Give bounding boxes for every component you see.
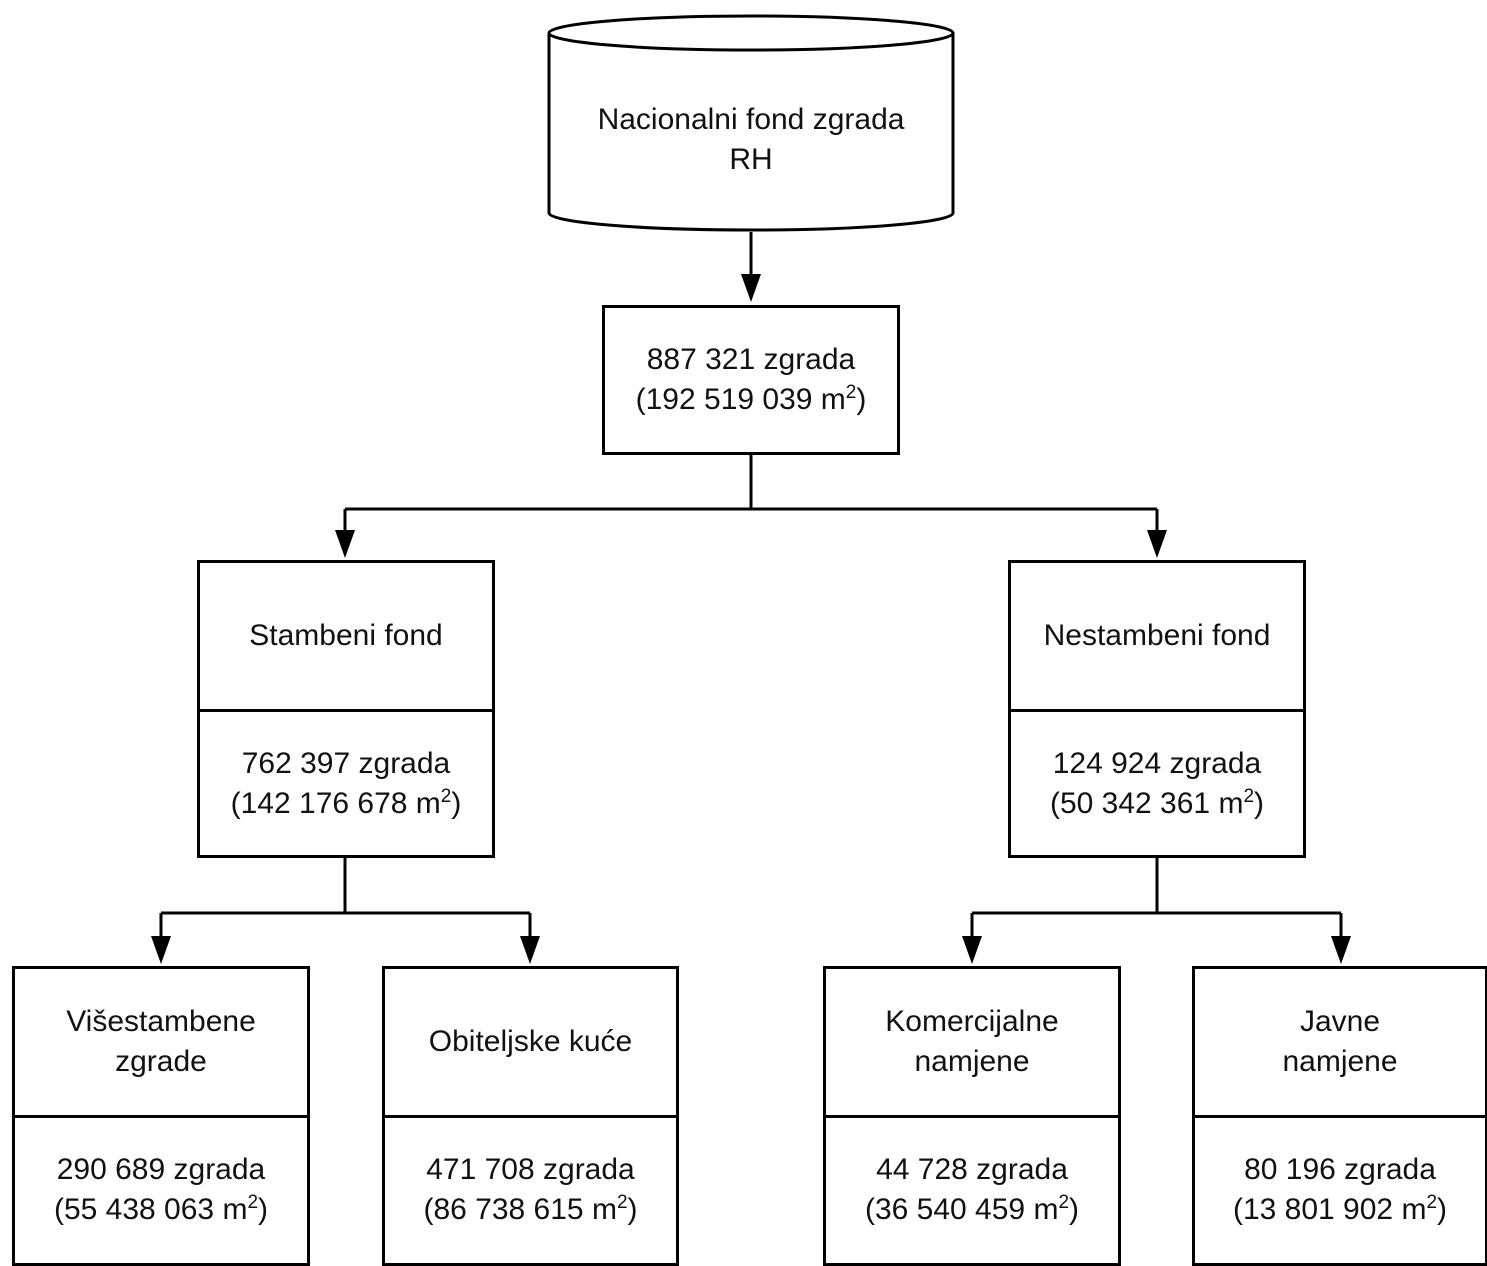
family-houses-title-cell: Obiteljske kuće [385,969,676,1118]
total-node: 887 321 zgrada (192 519 039 m2) [602,305,900,455]
total-count: 887 321 zgrada [646,343,856,376]
public-title-line2: namjene [1282,1045,1398,1078]
multi-dwelling-values-cell: 290 689 zgrada (55 438 063 m2) [15,1118,307,1261]
multi-dwelling-title-cell: Višestambene zgrade [15,969,307,1118]
multi-dwelling-title-line1: Višestambene [66,1005,256,1038]
total-area: (192 519 039 m2) [635,382,867,416]
root-subtitle: RH [729,143,773,176]
nonresidential-node: Nestambeni fond 124 924 zgrada (50 342 3… [1008,560,1306,858]
commercial-count: 44 728 zgrada [876,1152,1068,1186]
nonresidential-area: (50 342 361 m2) [1049,785,1265,820]
commercial-title-line2: namjene [914,1045,1030,1078]
public-values-cell: 80 196 zgrada (13 801 902 m2) [1195,1118,1485,1261]
root-title: Nacionalni fond zgrada [597,103,905,136]
family-houses-area: (86 738 615 m2) [423,1191,638,1226]
commercial-node: Komercijalne namjene 44 728 zgrada (36 5… [823,966,1121,1266]
multi-dwelling-area: (55 438 063 m2) [53,1191,269,1226]
nonresidential-values-cell: 124 924 zgrada (50 342 361 m2) [1011,712,1303,855]
family-houses-title: Obiteljske kuće [428,1025,633,1058]
public-title-line1: Javne [1299,1005,1381,1038]
commercial-values-cell: 44 728 zgrada (36 540 459 m2) [826,1118,1118,1261]
multi-dwelling-title-line2: zgrade [115,1045,207,1078]
nonresidential-title: Nestambeni fond [1043,619,1271,652]
residential-title: Stambeni fond [249,619,443,652]
public-count: 80 196 zgrada [1244,1152,1436,1186]
public-area: (13 801 902 m2) [1232,1191,1448,1226]
nonresidential-count: 124 924 zgrada [1052,746,1262,780]
commercial-title-line1: Komercijalne [885,1005,1059,1038]
total-node-values: 887 321 zgrada (192 519 039 m2) [605,308,897,452]
commercial-title-cell: Komercijalne namjene [826,969,1118,1118]
residential-title-cell: Stambeni fond [200,563,492,712]
public-title-cell: Javne namjene [1195,969,1485,1118]
residential-values-cell: 762 397 zgrada (142 176 678 m2) [200,712,492,855]
public-node: Javne namjene 80 196 zgrada (13 801 902 … [1192,966,1487,1266]
multi-dwelling-node: Višestambene zgrade 290 689 zgrada (55 4… [12,966,310,1266]
family-houses-node: Obiteljske kuće 471 708 zgrada (86 738 6… [382,966,679,1266]
residential-node: Stambeni fond 762 397 zgrada (142 176 67… [197,560,495,858]
nonresidential-title-cell: Nestambeni fond [1011,563,1303,712]
family-houses-values-cell: 471 708 zgrada (86 738 615 m2) [385,1118,676,1261]
residential-count: 762 397 zgrada [241,746,451,780]
family-houses-count: 471 708 zgrada [426,1152,635,1186]
database-cylinder-icon [547,14,955,232]
root-node-label: Nacionalni fond zgrada RH [548,100,954,180]
commercial-area: (36 540 459 m2) [864,1191,1080,1226]
residential-area: (142 176 678 m2) [230,785,462,820]
multi-dwelling-count: 290 689 zgrada [56,1152,266,1186]
